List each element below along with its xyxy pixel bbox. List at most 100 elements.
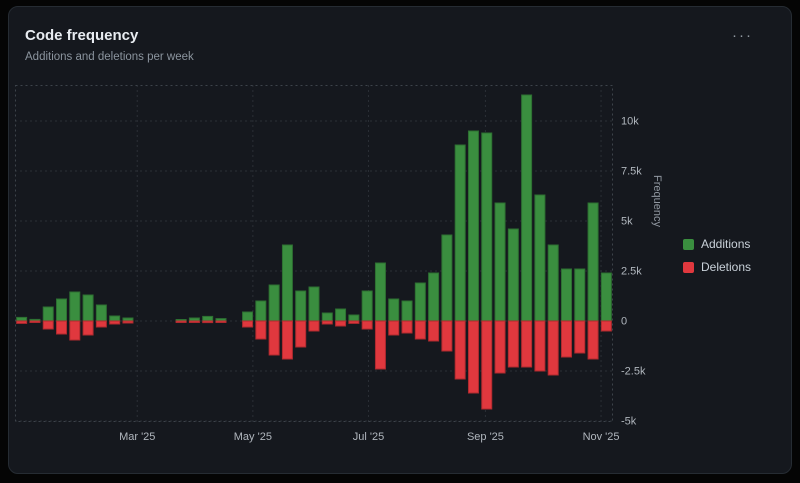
- bar-addition[interactable]: [95, 304, 107, 322]
- legend-label: Additions: [701, 237, 751, 251]
- bar-addition[interactable]: [82, 294, 94, 322]
- bar-deletion[interactable]: [56, 320, 68, 335]
- x-tick-label: Mar '25: [119, 431, 155, 443]
- bar-addition[interactable]: [202, 315, 214, 322]
- bar-addition[interactable]: [281, 244, 293, 322]
- bar-addition[interactable]: [547, 244, 559, 322]
- bar-deletion[interactable]: [268, 320, 280, 356]
- bar-deletion[interactable]: [109, 320, 121, 325]
- y-tick-label: -5k: [621, 416, 637, 428]
- legend-label: Deletions: [701, 260, 752, 274]
- bar-addition[interactable]: [467, 130, 479, 322]
- bar-deletion[interactable]: [507, 320, 519, 368]
- bar-addition[interactable]: [507, 228, 519, 322]
- bar-deletion[interactable]: [414, 320, 426, 340]
- bar-addition[interactable]: [574, 268, 586, 322]
- bar-deletion[interactable]: [202, 320, 214, 324]
- bar-deletion[interactable]: [242, 320, 254, 328]
- bar-addition[interactable]: [587, 202, 599, 322]
- bar-deletion[interactable]: [441, 320, 453, 352]
- bar-addition[interactable]: [308, 286, 320, 322]
- bar-deletion[interactable]: [82, 320, 94, 336]
- bar-deletion[interactable]: [374, 320, 386, 370]
- bar-addition[interactable]: [109, 315, 121, 322]
- bar-deletion[interactable]: [281, 320, 293, 360]
- x-tick-label: Sep '25: [467, 431, 504, 443]
- bar-deletion[interactable]: [175, 320, 187, 323]
- bar-deletion[interactable]: [534, 320, 546, 372]
- bar-addition[interactable]: [361, 290, 373, 322]
- bar-addition[interactable]: [560, 268, 572, 322]
- legend-swatch-icon: [683, 238, 694, 250]
- bar-addition[interactable]: [242, 311, 254, 322]
- bar-deletion[interactable]: [321, 320, 333, 325]
- chart-legend: Additions Deletions: [683, 237, 751, 274]
- x-tick-label: Jul '25: [353, 431, 384, 443]
- bar-addition[interactable]: [295, 290, 307, 322]
- bar-deletion[interactable]: [69, 320, 81, 341]
- x-tick-label: Nov '25: [583, 431, 620, 443]
- bar-deletion[interactable]: [401, 320, 413, 334]
- code-frequency-chart: 10k 7.5k 5k 2.5k 0 -2.5k -5k Mar '25 May '25 Jul …: [15, 85, 646, 443]
- y-tick-label: 0: [621, 316, 627, 328]
- y-tick-label: 7.5k: [621, 166, 642, 178]
- bar-addition[interactable]: [534, 194, 546, 322]
- bar-deletion[interactable]: [95, 320, 107, 328]
- bar-addition[interactable]: [494, 202, 506, 322]
- bar-addition[interactable]: [401, 300, 413, 322]
- bar-addition[interactable]: [521, 94, 533, 322]
- legend-swatch-icon: [683, 261, 694, 273]
- page-subtitle: Additions and deletions per week: [25, 51, 194, 63]
- kebab-horizontal-icon[interactable]: ···: [732, 27, 753, 44]
- legend-item-deletions[interactable]: Deletions: [683, 260, 751, 274]
- bar-addition[interactable]: [481, 132, 493, 322]
- bar-deletion[interactable]: [560, 320, 572, 358]
- bar-addition[interactable]: [428, 272, 440, 322]
- bar-deletion[interactable]: [29, 320, 41, 323]
- y-tick-label: 5k: [621, 216, 633, 228]
- bar-deletion[interactable]: [122, 320, 134, 324]
- bar-deletion[interactable]: [255, 320, 267, 340]
- code-frequency-card: Code frequency Additions and deletions p…: [8, 6, 792, 474]
- bar-deletion[interactable]: [295, 320, 307, 348]
- bar-addition[interactable]: [441, 234, 453, 322]
- y-tick-label: 10k: [621, 116, 639, 128]
- bar-deletion[interactable]: [428, 320, 440, 342]
- bar-deletion[interactable]: [348, 320, 360, 324]
- page-title: Code frequency: [25, 27, 139, 44]
- bar-deletion[interactable]: [215, 320, 227, 323]
- bar-deletion[interactable]: [574, 320, 586, 354]
- bar-deletion[interactable]: [521, 320, 533, 368]
- bar-addition[interactable]: [268, 284, 280, 322]
- bar-addition[interactable]: [374, 262, 386, 322]
- bar-addition[interactable]: [388, 298, 400, 322]
- bar-deletion[interactable]: [467, 320, 479, 394]
- bar-addition[interactable]: [16, 316, 28, 322]
- bar-addition[interactable]: [42, 306, 54, 322]
- y-tick-label: 2.5k: [621, 266, 642, 278]
- bar-deletion[interactable]: [335, 320, 347, 327]
- bar-addition[interactable]: [69, 291, 81, 322]
- bar-deletion[interactable]: [361, 320, 373, 330]
- bar-deletion[interactable]: [587, 320, 599, 360]
- bar-addition[interactable]: [56, 298, 68, 322]
- bar-addition[interactable]: [454, 144, 466, 322]
- bar-deletion[interactable]: [481, 320, 493, 410]
- bar-deletion[interactable]: [16, 320, 28, 324]
- x-tick-label: May '25: [234, 431, 272, 443]
- bar-deletion[interactable]: [454, 320, 466, 380]
- bar-deletion[interactable]: [547, 320, 559, 376]
- bar-deletion[interactable]: [188, 320, 200, 323]
- bar-addition[interactable]: [335, 308, 347, 322]
- legend-item-additions[interactable]: Additions: [683, 237, 751, 251]
- bar-addition[interactable]: [255, 300, 267, 322]
- bar-addition[interactable]: [321, 312, 333, 322]
- bar-deletion[interactable]: [494, 320, 506, 374]
- bar-deletion[interactable]: [600, 320, 612, 332]
- bar-addition[interactable]: [414, 282, 426, 322]
- bar-deletion[interactable]: [388, 320, 400, 336]
- bar-deletion[interactable]: [308, 320, 320, 332]
- bar-addition[interactable]: [348, 314, 360, 322]
- bar-addition[interactable]: [600, 272, 612, 322]
- bar-deletion[interactable]: [42, 320, 54, 330]
